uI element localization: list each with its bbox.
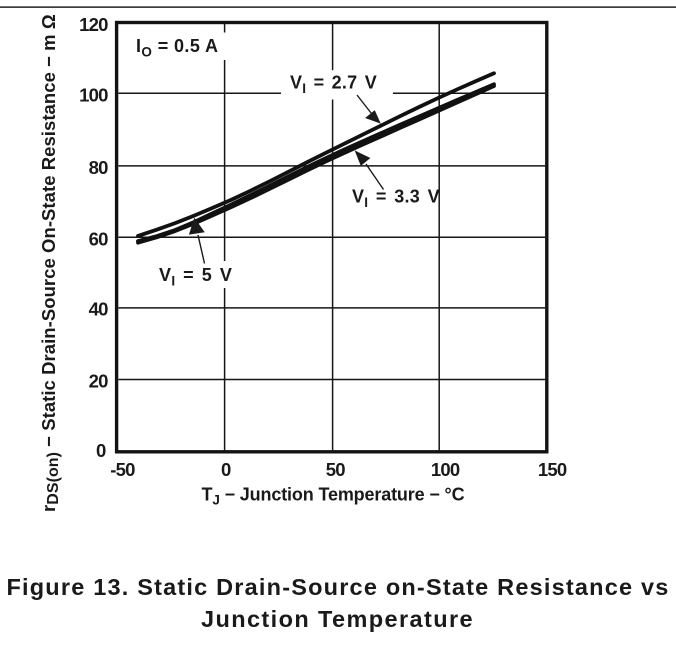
svg-text:60: 60 bbox=[89, 228, 108, 249]
svg-text:20: 20 bbox=[89, 370, 108, 391]
svg-text:VI = 5 V: VI = 5 V bbox=[159, 265, 232, 289]
svg-text:TJ − Junction Temperature − °C: TJ − Junction Temperature − °C bbox=[202, 485, 465, 508]
svg-text:IO = 0.5 A: IO = 0.5 A bbox=[136, 36, 218, 60]
svg-text:rDS(on) − Static Drain-Source: rDS(on) − Static Drain-Source On-State R… bbox=[38, 14, 62, 512]
svg-text:0: 0 bbox=[221, 459, 231, 480]
svg-text:120: 120 bbox=[79, 14, 108, 35]
svg-text:Junction Temperature: Junction Temperature bbox=[201, 606, 474, 632]
svg-text:80: 80 bbox=[89, 157, 108, 178]
svg-text:100: 100 bbox=[79, 85, 108, 106]
svg-text:100: 100 bbox=[431, 459, 460, 480]
svg-text:VI = 3.3 V: VI = 3.3 V bbox=[352, 187, 440, 211]
svg-text:50: 50 bbox=[326, 459, 345, 480]
svg-text:150: 150 bbox=[538, 459, 567, 480]
svg-text:Figure 13. Static Drain-Source: Figure 13. Static Drain-Source on-State … bbox=[6, 574, 669, 600]
svg-text:VI = 2.7 V: VI = 2.7 V bbox=[290, 73, 377, 97]
svg-text:0: 0 bbox=[96, 440, 106, 461]
svg-text:-50: -50 bbox=[110, 459, 135, 480]
svg-text:40: 40 bbox=[89, 299, 108, 320]
